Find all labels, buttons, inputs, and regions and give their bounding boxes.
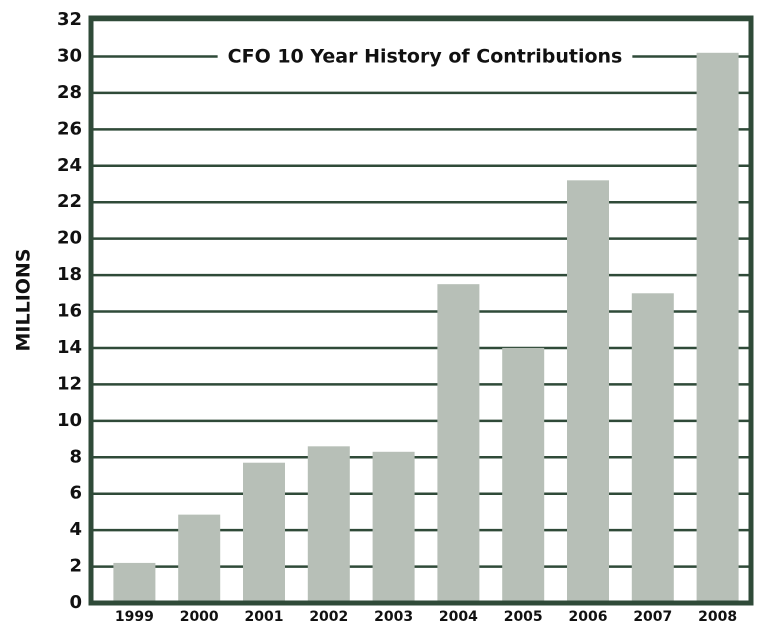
bar [502,347,545,603]
y-tick-label: 4 [69,519,82,540]
y-tick-label: 24 [57,155,82,176]
y-tick-label: 32 [57,9,82,30]
x-tick-label: 2003 [374,609,413,625]
bar [631,293,674,603]
title-background [217,43,633,70]
bar [696,52,739,603]
x-tick-label: 2004 [439,609,478,625]
x-tick-label: 2007 [633,609,672,625]
bar [567,180,609,603]
y-axis-label: MILLIONS [13,249,35,352]
y-tick-label: 28 [57,82,82,103]
plot-frame [88,15,754,606]
y-tick-label: 22 [57,191,82,212]
chart-title: CFO 10 Year History of Contributions [228,46,623,68]
y-tick-label: 2 [69,556,82,577]
y-tick-label: 12 [57,373,82,394]
x-tick-label: 2001 [245,609,284,625]
y-tick-label: 18 [57,264,82,285]
y-tick-label: 8 [69,446,82,467]
x-tick-label: 2008 [698,609,737,625]
y-tick-label: 26 [57,118,82,139]
bar [437,284,480,603]
bar [178,514,221,603]
bar [372,451,415,603]
bar [243,462,285,603]
y-tick-label: 20 [57,228,82,249]
bar [113,562,156,603]
bar [307,446,350,603]
x-tick-label: 1999 [115,609,154,625]
x-tick-label: 2005 [504,609,543,625]
y-tick-label: 0 [69,592,82,613]
y-tick-label: 6 [69,483,82,504]
x-tick-label: 2000 [180,609,219,625]
y-tick-label: 30 [57,45,82,66]
y-tick-label: 14 [57,337,82,358]
x-tick-label: 2006 [569,609,608,625]
y-tick-label: 16 [57,301,82,322]
x-tick-label: 2002 [309,609,348,625]
y-tick-label: 10 [57,410,82,431]
